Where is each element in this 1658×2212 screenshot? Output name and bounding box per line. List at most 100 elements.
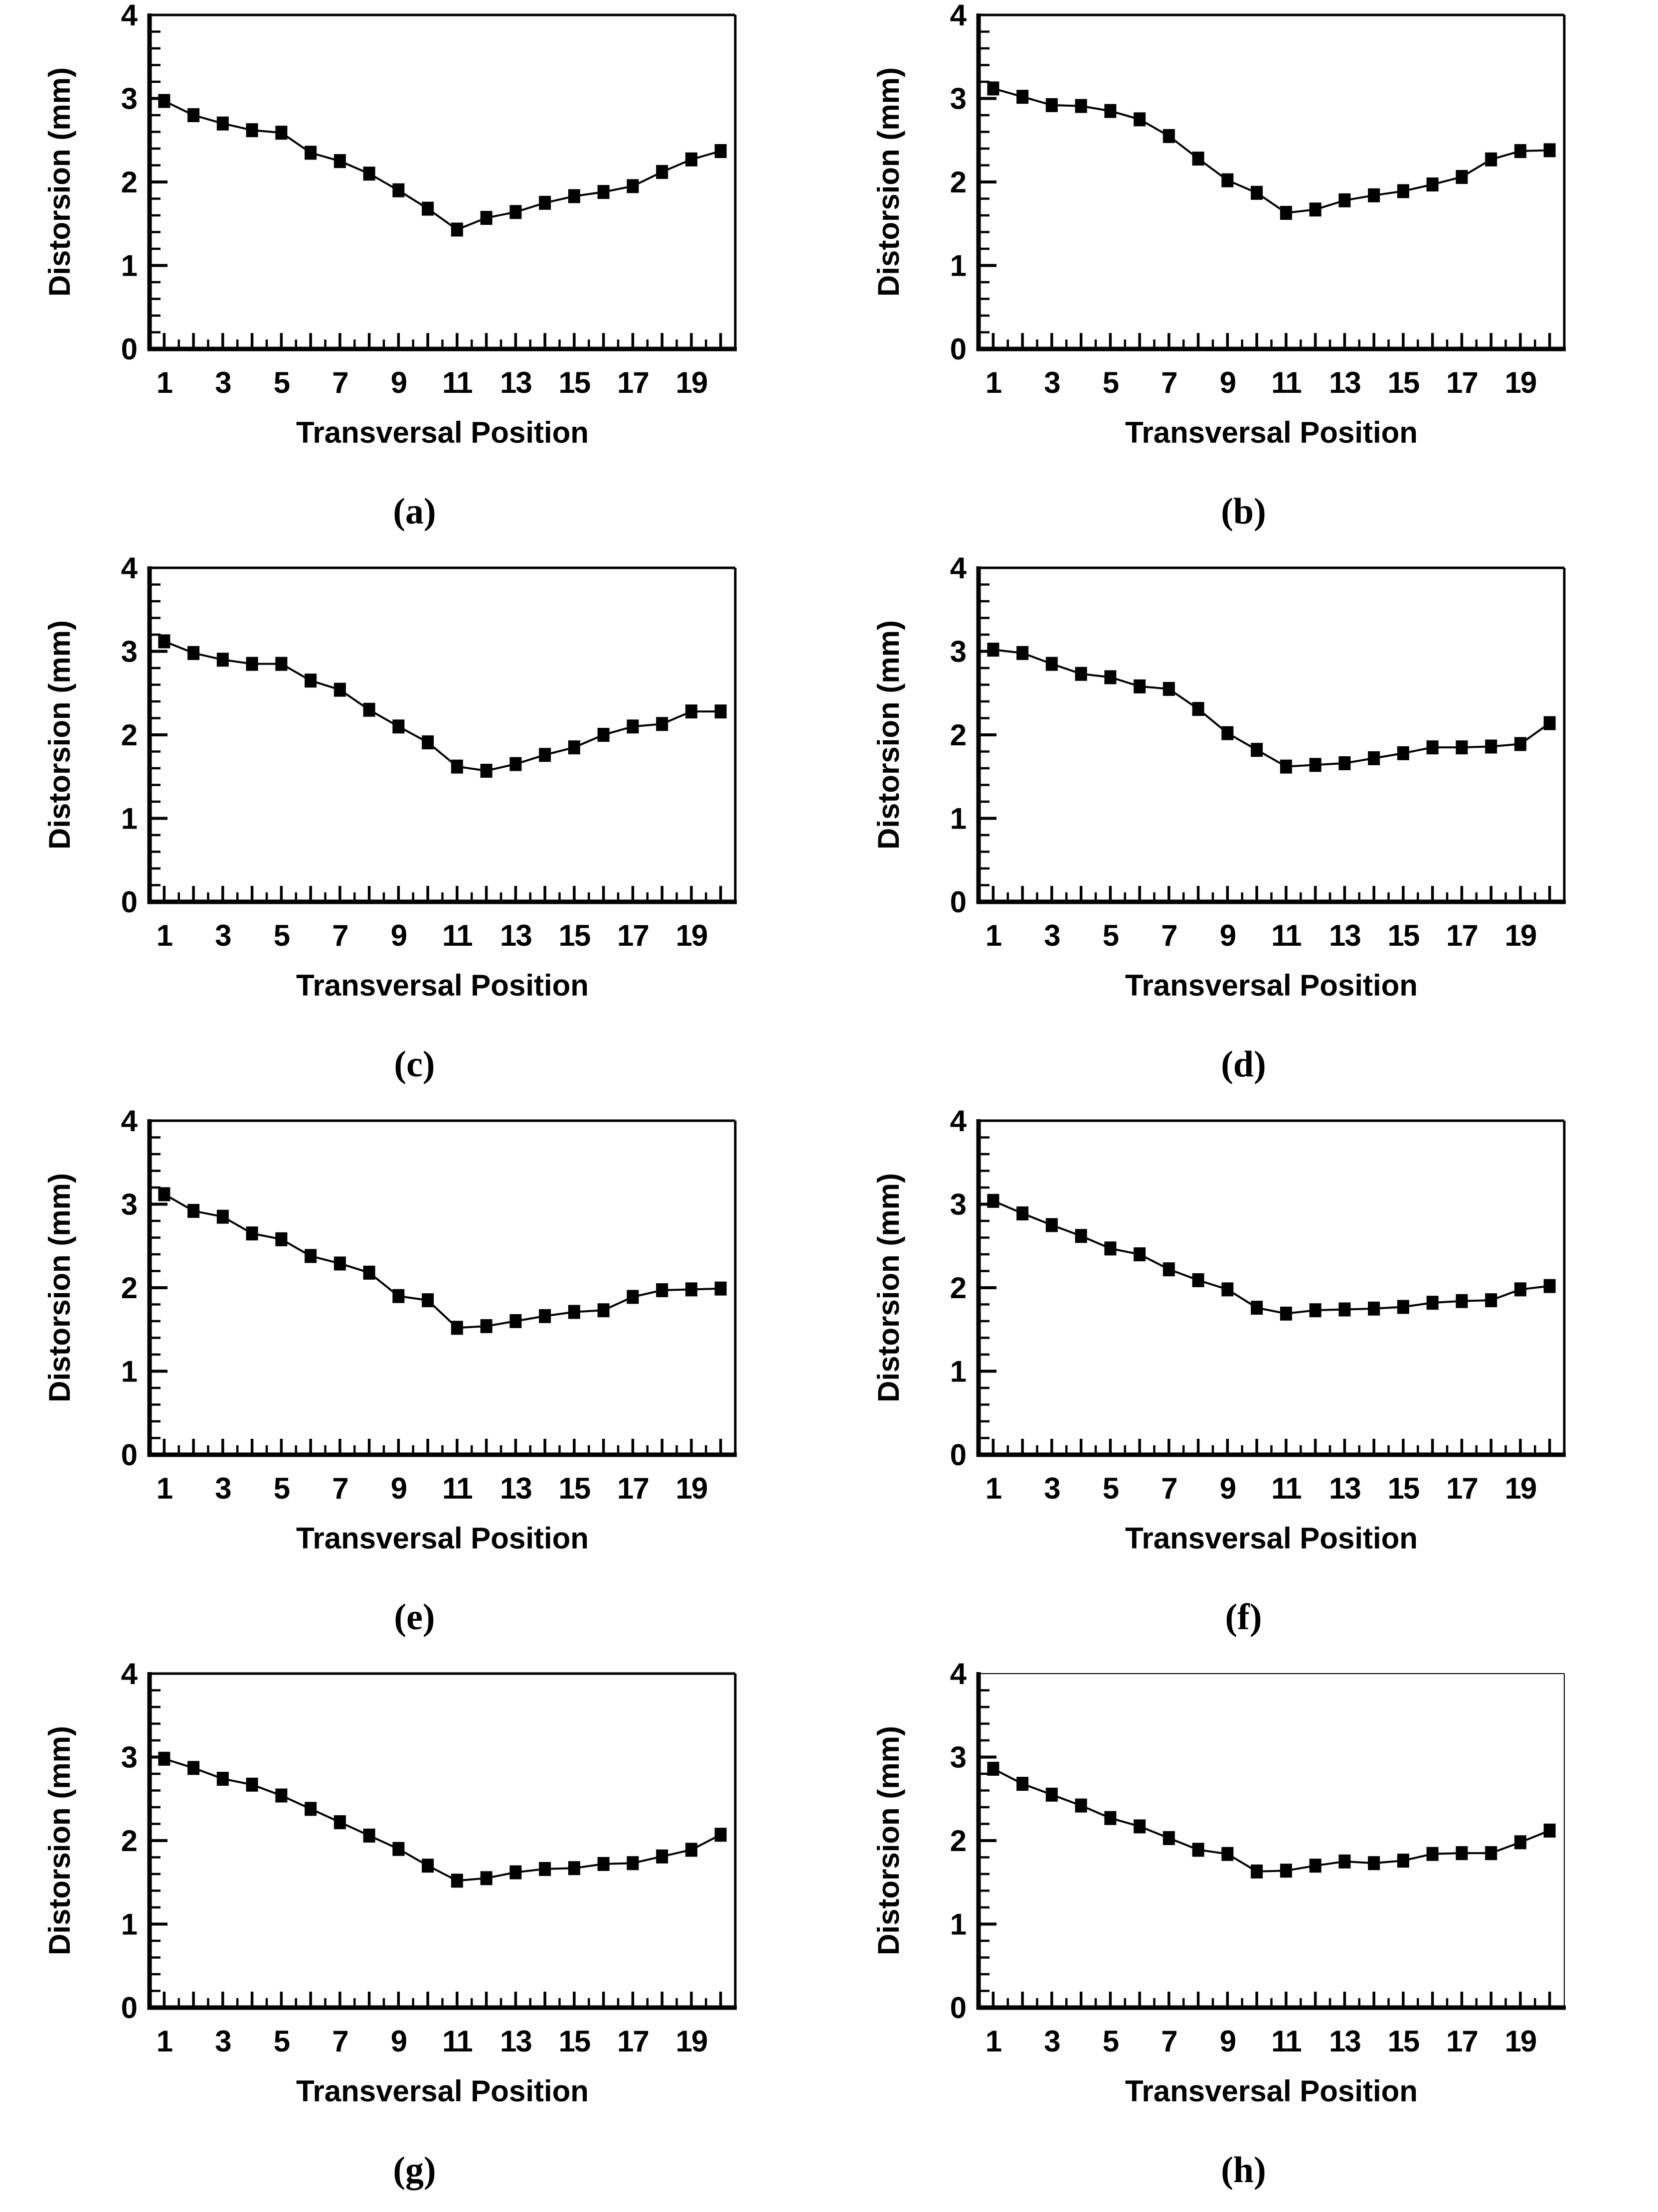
data-point xyxy=(1162,129,1175,143)
data-point xyxy=(333,1256,346,1271)
data-point xyxy=(246,123,258,138)
x-tick-label: 1 xyxy=(986,366,1001,399)
x-tick-label: 1 xyxy=(986,919,1001,952)
data-point xyxy=(1045,1787,1058,1802)
x-tick-label: 17 xyxy=(617,2025,649,2058)
y-tick-label: 3 xyxy=(121,635,137,669)
data-point xyxy=(656,165,668,179)
y-tick-label: 2 xyxy=(950,718,966,752)
data-point xyxy=(480,1319,493,1334)
data-point xyxy=(1221,173,1234,187)
x-tick-label: 5 xyxy=(274,2025,290,2058)
data-point xyxy=(1075,667,1087,681)
y-tick-label: 1 xyxy=(121,1355,137,1388)
y-tick-label: 1 xyxy=(950,1908,966,1941)
x-tick-label: 11 xyxy=(1271,2025,1301,2058)
x-tick-label: 17 xyxy=(617,366,649,399)
x-tick-label: 15 xyxy=(559,366,590,399)
data-point xyxy=(333,1815,346,1830)
data-point xyxy=(714,1281,727,1296)
data-point xyxy=(656,1849,668,1864)
data-point xyxy=(275,1788,288,1803)
y-tick-label: 4 xyxy=(950,553,967,585)
x-tick-label: 5 xyxy=(274,1472,290,1505)
data-point xyxy=(1514,144,1526,159)
y-tick-label: 3 xyxy=(950,1741,966,1774)
x-tick-label: 9 xyxy=(391,919,407,952)
data-point xyxy=(275,126,288,140)
data-point xyxy=(1543,143,1556,158)
data-point xyxy=(568,1861,580,1875)
data-point xyxy=(1309,1859,1322,1873)
data-point xyxy=(1192,1843,1204,1857)
x-tick-label: 19 xyxy=(676,919,707,952)
y-tick-label: 2 xyxy=(950,166,966,199)
data-point xyxy=(627,1290,639,1304)
x-tick-label: 5 xyxy=(274,919,290,952)
x-tick-label: 13 xyxy=(1329,2025,1360,2058)
data-point xyxy=(685,704,697,719)
x-tick-label: 19 xyxy=(1505,366,1536,399)
data-point xyxy=(1426,1296,1439,1310)
x-tick-label: 5 xyxy=(1103,366,1119,399)
data-point xyxy=(1309,202,1322,217)
x-tick-label: 1 xyxy=(986,2025,1001,2058)
data-point xyxy=(1280,1306,1292,1321)
y-tick-label: 1 xyxy=(950,1355,966,1388)
data-point xyxy=(714,144,727,159)
x-tick-label: 13 xyxy=(500,366,531,399)
data-point xyxy=(305,1249,317,1263)
data-point xyxy=(1162,681,1175,696)
y-axis-title: Distorsion (mm) xyxy=(872,1726,905,1955)
data-point xyxy=(509,1314,522,1328)
y-tick-label: 1 xyxy=(121,249,137,283)
x-tick-label: 7 xyxy=(332,919,347,952)
data-point xyxy=(333,682,346,697)
x-tick-label: 17 xyxy=(1446,919,1478,952)
data-point xyxy=(1075,1798,1087,1813)
x-tick-label: 5 xyxy=(1103,2025,1119,2058)
x-axis-title: Transversal Position xyxy=(1125,2074,1418,2108)
x-axis-title: Transversal Position xyxy=(296,416,589,449)
data-point xyxy=(1426,177,1439,192)
chart-caption-c: (c) xyxy=(394,1044,435,1085)
data-point xyxy=(216,116,229,131)
data-point xyxy=(1251,185,1263,200)
data-point xyxy=(568,1305,580,1319)
y-tick-label: 1 xyxy=(121,802,137,836)
chart-caption-f: (f) xyxy=(1225,1597,1262,1638)
chart-caption-a: (a) xyxy=(393,491,436,532)
data-point xyxy=(158,1187,170,1201)
data-point xyxy=(392,719,405,734)
chart-figure-f: 0 1 2 3 4 1 3 5 7 9 11 13 15 17 19 Transversal Position… xyxy=(829,1106,1658,1659)
data-point xyxy=(422,735,434,750)
data-point xyxy=(685,1843,697,1857)
data-point xyxy=(305,674,317,688)
chart-caption-g: (g) xyxy=(393,2150,436,2191)
x-axis-title: Transversal Position xyxy=(1125,969,1418,1002)
y-tick-label: 0 xyxy=(950,333,966,366)
chart-figure-c: 0 1 2 3 4 1 3 5 7 9 11 13 15 17 19 Transversal Position… xyxy=(0,553,829,1106)
x-tick-label: 13 xyxy=(1329,919,1360,952)
data-point xyxy=(539,1862,551,1876)
data-point xyxy=(509,1865,522,1879)
data-point xyxy=(1134,112,1146,127)
x-tick-label: 19 xyxy=(1505,1472,1536,1505)
data-point xyxy=(1280,1864,1292,1878)
y-tick-label: 3 xyxy=(950,1188,966,1221)
data-point xyxy=(1456,1846,1468,1861)
data-point xyxy=(1045,1218,1058,1232)
x-tick-label: 7 xyxy=(1161,1472,1176,1505)
data-point xyxy=(1397,1854,1409,1868)
y-tick-label: 0 xyxy=(950,1991,966,2025)
data-point xyxy=(1426,740,1439,755)
x-tick-label: 7 xyxy=(1161,366,1176,399)
x-tick-label: 17 xyxy=(617,919,649,952)
y-tick-label: 4 xyxy=(121,1659,138,1691)
data-point xyxy=(987,81,999,96)
